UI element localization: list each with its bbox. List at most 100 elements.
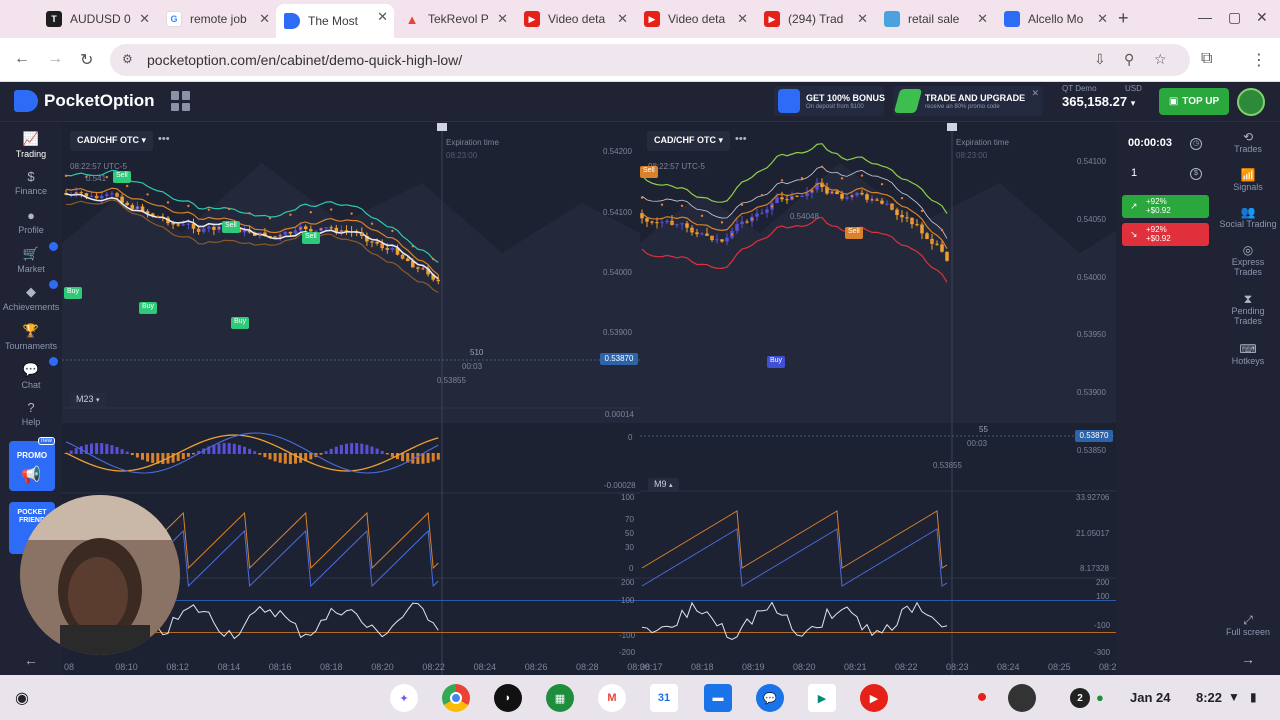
nav-trades[interactable]: ⟲ Trades (1216, 131, 1280, 154)
calendar-icon[interactable]: 31 (650, 684, 678, 712)
browser-tab[interactable]: retail sale ✕ (876, 6, 994, 32)
notification-count[interactable]: 2 (1070, 688, 1090, 708)
browser-tab[interactable]: ▶ Video deta ✕ (516, 6, 634, 32)
notification-dot (49, 280, 58, 289)
expiry-time-input[interactable]: 00:00:03 ◷ (1122, 134, 1210, 154)
promo-card[interactable]: new PROMO 📢 (9, 437, 55, 491)
browser-tab-active[interactable]: The Most ✕ (276, 4, 394, 38)
new-tab-icon[interactable]: + (1118, 8, 1129, 28)
tradingview-icon: T (46, 11, 62, 27)
messages-icon[interactable]: 💬 (756, 684, 784, 712)
close-window-icon[interactable]: ✕ (1256, 9, 1268, 25)
zoom-icon[interactable]: ⚲ (1124, 51, 1135, 67)
forward-icon[interactable]: → (47, 50, 63, 67)
candle-body (885, 203, 889, 205)
more-options-icon[interactable]: ••• (158, 133, 170, 145)
higher-button[interactable]: ↗ +92% +$0.92 (1122, 195, 1209, 218)
close-tab-icon[interactable]: ✕ (1097, 11, 1108, 26)
wifi-icon[interactable]: ▼ (1228, 690, 1240, 704)
profile-icon[interactable] (1008, 684, 1036, 712)
upgrade-promo-banner[interactable]: TRADE AND UPGRADE receive an 80% promo c… (893, 86, 1043, 116)
more-options-icon[interactable]: ••• (735, 133, 747, 145)
sidebar-item-achievements[interactable]: ◆ Achievements (0, 280, 62, 312)
browser-tab[interactable]: ▲ TekRevol P ✕ (405, 11, 508, 27)
account-balance[interactable]: 365,158.27 ▾ (1062, 94, 1136, 109)
layout-grid-icon[interactable] (171, 91, 191, 111)
browser-tab[interactable]: ▶ Video deta ✕ (636, 6, 754, 32)
close-promo-icon[interactable]: ✕ (1031, 88, 1039, 98)
meet-icon[interactable]: ▶ (808, 684, 836, 712)
clock-time[interactable]: 8:22 (1196, 690, 1223, 705)
back-icon[interactable]: ← (14, 50, 30, 67)
current-price-tag: 0.53870 (1075, 430, 1113, 442)
maximize-icon[interactable]: ▢ (1228, 9, 1242, 25)
trade-amount-input[interactable]: 1 $ (1122, 164, 1210, 184)
close-tab-icon[interactable]: ✕ (259, 11, 270, 26)
files-icon[interactable]: ▬ (704, 684, 732, 712)
close-tab-icon[interactable]: ✕ (737, 11, 748, 26)
date-label[interactable]: Jan 24 (1130, 690, 1171, 705)
collapse-arrow-icon[interactable]: ← (24, 652, 38, 668)
sidebar-item-profile[interactable]: ● Profile (0, 208, 62, 235)
chrome-icon[interactable] (442, 684, 470, 712)
nav-express-trades[interactable]: ◎ Express Trades (1216, 244, 1280, 277)
candlestick-chart-left[interactable] (62, 123, 640, 675)
asset-selector-right[interactable]: CAD/CHF OTC ▾ (647, 131, 731, 151)
chart-pane-right[interactable] (640, 123, 1116, 675)
close-tab-icon[interactable]: ✕ (497, 11, 508, 26)
gemini-icon[interactable]: ✦ (390, 684, 418, 712)
minimize-icon[interactable]: — (1198, 9, 1212, 25)
timeframe-selector-right[interactable]: M9 ▴ (648, 478, 679, 492)
site-info-icon[interactable]: ⚙ (122, 52, 133, 66)
histogram-bar (105, 443, 109, 454)
url-field[interactable]: ⚙ pocketoption.com/en/cabinet/demo-quick… (110, 44, 1190, 76)
menu-dots-icon[interactable]: ⋮ (1251, 52, 1267, 69)
bookmark-star-icon[interactable]: ☆ (1154, 51, 1167, 67)
extensions-icon[interactable]: ⧉ (1201, 50, 1213, 67)
timeframe-selector-left[interactable]: M23 ▾ (70, 393, 106, 407)
candlestick-chart-right[interactable] (640, 123, 1116, 675)
user-avatar[interactable] (1237, 88, 1265, 116)
browser-tab[interactable]: Alcello Mo ✕ (996, 6, 1114, 32)
brand-logo[interactable]: PocketOption (14, 90, 155, 112)
histogram-bar (309, 453, 313, 460)
low-price-label: 0.53855 (933, 461, 962, 470)
nav-hotkeys[interactable]: ⌨ Hotkeys (1216, 343, 1280, 366)
top-up-button[interactable]: ▣ TOP UP (1159, 88, 1229, 115)
close-tab-icon[interactable]: ✕ (857, 11, 868, 26)
nav-pending-trades[interactable]: ⧗ Pending Trades (1216, 293, 1280, 326)
close-tab-icon[interactable]: ✕ (977, 11, 988, 26)
gmail-icon[interactable]: M (598, 684, 626, 712)
browser-tab[interactable]: T AUDUSD 0 ✕ (38, 6, 156, 32)
expand-arrow-icon[interactable]: → (1241, 651, 1255, 667)
close-tab-icon[interactable]: ✕ (617, 11, 628, 26)
youtube-taskbar-icon[interactable]: ▶ (860, 684, 888, 712)
sidebar-item-finance[interactable]: $ Finance (0, 169, 62, 196)
lower-button[interactable]: ↘ +92% +$0.92 (1122, 223, 1209, 246)
nav-social-trading[interactable]: 👥 Social Trading (1216, 206, 1280, 229)
close-tab-icon[interactable]: ✕ (139, 11, 150, 26)
sidebar-item-help[interactable]: ? Help (0, 400, 62, 427)
reload-icon[interactable]: ↻ (80, 52, 94, 69)
screen-record-icon[interactable]: ⏺ (977, 689, 986, 706)
sidebar-item-trading[interactable]: 📈 Trading (0, 131, 62, 159)
battery-icon[interactable]: ▮ (1250, 690, 1257, 704)
app-icon[interactable]: ◗ (494, 684, 522, 712)
x-axis-tick: 08:18 (320, 662, 343, 672)
psar-dot (289, 213, 292, 216)
sidebar-item-chat[interactable]: 💬 Chat (0, 362, 62, 390)
install-app-icon[interactable]: ⇩ (1094, 51, 1106, 67)
right-sidebar (1216, 123, 1280, 675)
nav-full-screen[interactable]: ⤢ Full screen (1216, 614, 1280, 637)
browser-tab[interactable]: ▶ (294) Trad ✕ (756, 6, 874, 32)
bonus-promo-banner[interactable]: GET 100% BONUS On deposit from $100 (774, 86, 885, 116)
apps-grid-icon[interactable]: ▦ (546, 684, 574, 712)
asset-selector-left[interactable]: CAD/CHF OTC ▾ (70, 131, 154, 151)
launcher-icon[interactable]: ◉ (15, 690, 29, 707)
chart-pane-left[interactable] (62, 123, 640, 675)
sidebar-item-market[interactable]: 🛒 Market (0, 242, 62, 274)
nav-signals[interactable]: 📶 Signals (1216, 169, 1280, 192)
sidebar-item-tournaments[interactable]: 🏆 Tournaments (0, 323, 62, 366)
close-tab-icon[interactable]: ✕ (377, 9, 388, 24)
